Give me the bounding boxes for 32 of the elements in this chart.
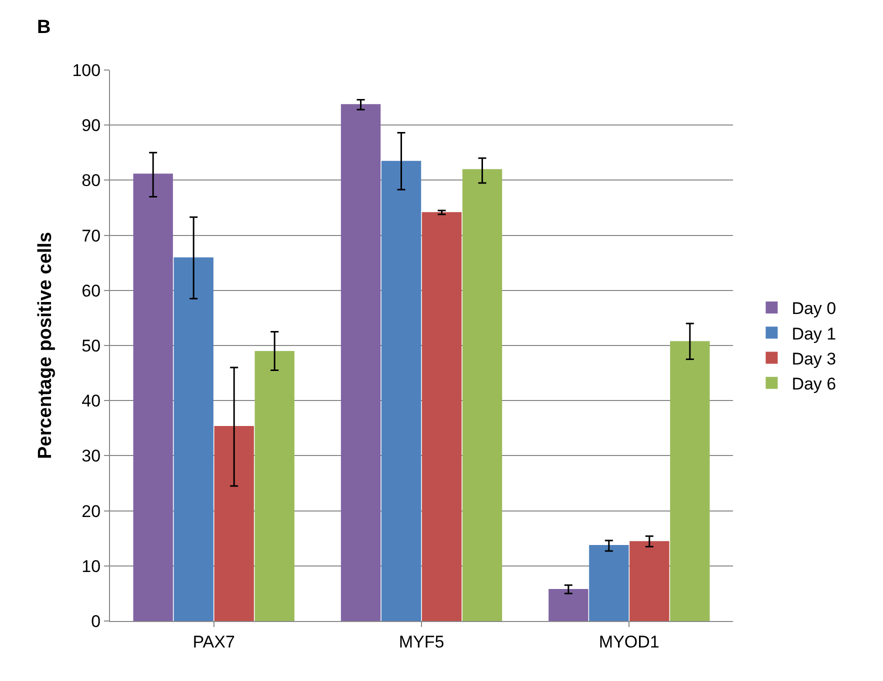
- bar: [174, 257, 214, 621]
- bar: [548, 589, 588, 621]
- bar: [254, 351, 294, 621]
- y-tick-label: 10: [82, 556, 101, 576]
- legend-label: Day 3: [792, 349, 836, 368]
- y-tick-label: 50: [82, 336, 101, 356]
- y-tick-label: 30: [82, 446, 101, 466]
- y-tick-label: 80: [82, 171, 101, 190]
- bar: [670, 341, 710, 621]
- y-tick-label: 70: [82, 226, 101, 246]
- bar: [381, 160, 422, 621]
- text: B: [37, 17, 51, 38]
- bar: [630, 541, 670, 621]
- legend-label: Day 6: [792, 374, 836, 394]
- legend-label: Day 1: [792, 324, 836, 344]
- legend-label: Day 0: [792, 299, 836, 318]
- y-tick-label: 90: [82, 116, 101, 136]
- y-tick-label: 0: [91, 612, 101, 631]
- bar: [340, 104, 381, 621]
- bar: [133, 174, 173, 621]
- x-tick-label: PAX7: [192, 632, 235, 652]
- bar: [462, 169, 502, 621]
- bar: [589, 544, 629, 621]
- x-tick-label: MYF5: [398, 632, 444, 652]
- bar: [422, 212, 462, 621]
- y-tick-label: 40: [82, 392, 101, 411]
- y-tick-label: 60: [82, 281, 101, 300]
- x-tick-label: MYOD1: [598, 632, 660, 652]
- y-tick-label: 100: [72, 60, 101, 80]
- y-tick-label: 20: [82, 502, 101, 521]
- y-axis-title: Percentage positive cells: [35, 232, 56, 460]
- bar: [214, 426, 254, 621]
